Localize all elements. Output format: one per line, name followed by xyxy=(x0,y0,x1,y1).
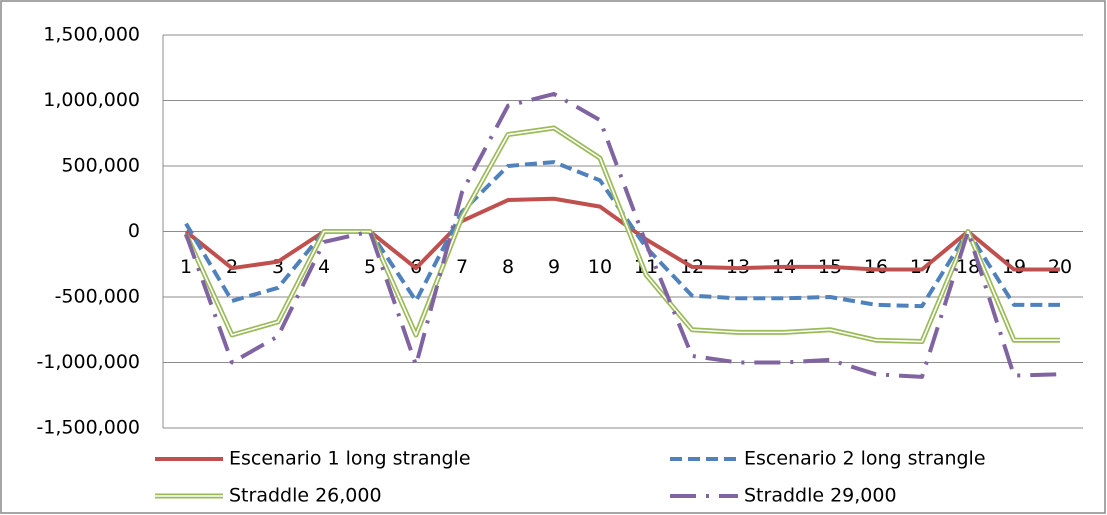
x-tick-label: 16 xyxy=(864,256,888,278)
y-tick-label: 500,000 xyxy=(61,155,140,177)
legend-label: Straddle 29,000 xyxy=(744,485,897,507)
series-line-inner xyxy=(185,127,1060,343)
y-tick-label: -500,000 xyxy=(55,286,140,308)
y-tick-label: -1,500,000 xyxy=(36,417,140,439)
x-tick-label: 1 xyxy=(180,256,192,278)
legend-label: Escenario 1 long strangle xyxy=(229,448,471,470)
x-tick-label: 8 xyxy=(502,256,514,278)
x-tick-label: 4 xyxy=(318,256,330,278)
legend-label: Straddle 26,000 xyxy=(229,485,382,507)
series-line xyxy=(184,91,1061,379)
x-tick-label: 18 xyxy=(956,256,980,278)
y-tick-label: -1,000,000 xyxy=(36,351,140,373)
x-tick-label: 5 xyxy=(364,256,376,278)
x-tick-label: 10 xyxy=(588,256,612,278)
x-tick-label: 20 xyxy=(1048,256,1072,278)
y-tick-label: 0 xyxy=(128,220,140,242)
y-tick-label: 1,000,000 xyxy=(43,89,140,111)
x-tick-label: 7 xyxy=(456,256,468,278)
legend-label: Escenario 2 long strangle xyxy=(744,448,986,470)
y-tick-label: 1,500,000 xyxy=(43,24,140,46)
x-tick-label: 9 xyxy=(548,256,560,278)
